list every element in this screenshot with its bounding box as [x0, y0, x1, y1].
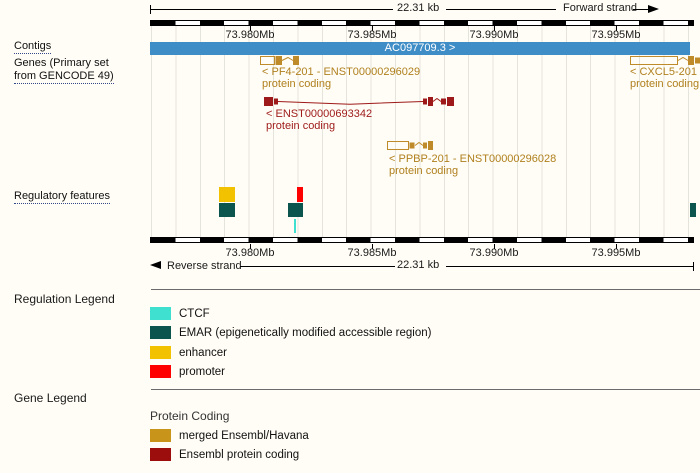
- regulation-legend-divider: [151, 289, 700, 290]
- contig-name: AC097709.3 >: [384, 42, 456, 54]
- gene-label-enst00000693342[interactable]: < ENST00000693342: [266, 108, 373, 120]
- gene-label-cxcl5[interactable]: < CXCL5-201: [630, 66, 697, 78]
- bottom-tick-2: [372, 244, 373, 249]
- merged-ensembl-havana-swatch: [150, 429, 171, 442]
- ctcf-swatch: [150, 307, 171, 320]
- gridlines: [151, 26, 695, 237]
- gene-legend-divider: [151, 389, 700, 390]
- ensembl-protein-coding-label: Ensembl protein coding: [179, 448, 300, 461]
- forward-strand-label: Forward strand: [563, 2, 637, 14]
- track-label-genes-line2[interactable]: from GENCODE 49): [14, 70, 114, 84]
- ensembl-protein-coding-swatch: [150, 448, 171, 461]
- top-coord-label-3: 73.990Mb: [469, 29, 519, 41]
- regulatory-promoter-box[interactable]: [297, 187, 303, 202]
- bottom-tick-4: [616, 244, 617, 249]
- bottom-ruler-line-right: [446, 266, 694, 267]
- top-coord-label-4: 73.995Mb: [591, 29, 641, 41]
- top-ruler-line-left: [150, 9, 393, 10]
- bottom-coord-label-1: 73.980Mb: [225, 247, 275, 259]
- gene-biotype-ppbp: protein coding: [389, 165, 459, 177]
- top-ruler-span-label: 22.31 kb: [397, 2, 440, 14]
- bottom-ruler-span-label: 22.31 kb: [397, 259, 440, 271]
- merged-ensembl-havana-label: merged Ensembl/Havana: [179, 429, 309, 442]
- regulation-legend-title: Regulation Legend: [14, 292, 115, 306]
- bottom-coord-label-4: 73.995Mb: [591, 247, 641, 259]
- forward-strand-arrow-icon: [648, 5, 659, 13]
- bottom-tick-3: [494, 244, 495, 249]
- emar-label: EMAR (epigenetically modified accessible…: [179, 326, 432, 339]
- gene-label-ppbp[interactable]: < PPBP-201 - ENST00000296028: [389, 153, 557, 165]
- legend-row-emar: EMAR (epigenetically modified accessible…: [150, 326, 431, 339]
- gene-biotype-cxcl5: protein coding: [630, 78, 700, 90]
- bottom-tick-1: [250, 244, 251, 249]
- reverse-strand-arrow-icon: [150, 261, 161, 269]
- top-tick-1: [250, 26, 251, 31]
- forward-strand-arrow-tail: [633, 9, 648, 10]
- top-tick-4: [616, 26, 617, 31]
- gene-glyph-enst00000693342[interactable]: [264, 97, 454, 106]
- reverse-strand-label: Reverse strand: [167, 260, 242, 272]
- bottom-scale-bar: [150, 237, 694, 243]
- promoter-swatch: [150, 365, 171, 378]
- enhancer-label: enhancer: [179, 346, 227, 359]
- contig-bar[interactable]: AC097709.3 >: [150, 42, 690, 55]
- legend-row-merged: merged Ensembl/Havana: [150, 429, 309, 442]
- bottom-coord-label-2: 73.985Mb: [347, 247, 397, 259]
- regulatory-emar-box-2[interactable]: [288, 203, 303, 217]
- bottom-ruler-line-left: [240, 266, 395, 267]
- gene-glyph-pf4[interactable]: [260, 56, 300, 65]
- bottom-ruler-end-tick: [693, 262, 694, 271]
- regulatory-ctcf-mark[interactable]: [294, 219, 296, 233]
- legend-row-enhancer: enhancer: [150, 346, 227, 359]
- gene-legend-title: Gene Legend: [14, 391, 87, 405]
- enhancer-swatch: [150, 346, 171, 359]
- track-label-contigs[interactable]: Contigs: [14, 40, 52, 54]
- gene-legend-group-title: Protein Coding: [150, 409, 230, 423]
- legend-row-ctcf: CTCF: [150, 307, 210, 320]
- legend-row-ensembl-protein-coding: Ensembl protein coding: [150, 448, 299, 461]
- gene-biotype-pf4: protein coding: [262, 78, 332, 90]
- track-label-genes-line1[interactable]: Genes (Primary set: [14, 57, 109, 69]
- gene-glyph-ppbp[interactable]: [387, 141, 434, 150]
- regulatory-enhancer-box[interactable]: [219, 187, 235, 202]
- promoter-label: promoter: [179, 365, 226, 378]
- gene-glyph-cxcl5[interactable]: [630, 56, 700, 65]
- top-ruler-line-right: [446, 9, 556, 10]
- top-scale-bar: [150, 20, 694, 26]
- legend-row-promoter: promoter: [150, 365, 225, 378]
- top-tick-3: [494, 26, 495, 31]
- top-coord-label-1: 73.980Mb: [225, 29, 275, 41]
- regulatory-emar-box-3[interactable]: [690, 203, 696, 217]
- regulatory-emar-box-1[interactable]: [219, 203, 235, 217]
- gene-biotype-enst00000693342: protein coding: [266, 120, 336, 132]
- gene-label-pf4[interactable]: < PF4-201 - ENST00000296029: [262, 66, 421, 78]
- track-label-regulatory[interactable]: Regulatory features: [14, 190, 110, 204]
- top-coord-label-2: 73.985Mb: [347, 29, 397, 41]
- top-tick-2: [372, 26, 373, 31]
- bottom-coord-label-3: 73.990Mb: [469, 247, 519, 259]
- ctcf-label: CTCF: [179, 307, 210, 320]
- emar-swatch: [150, 326, 171, 339]
